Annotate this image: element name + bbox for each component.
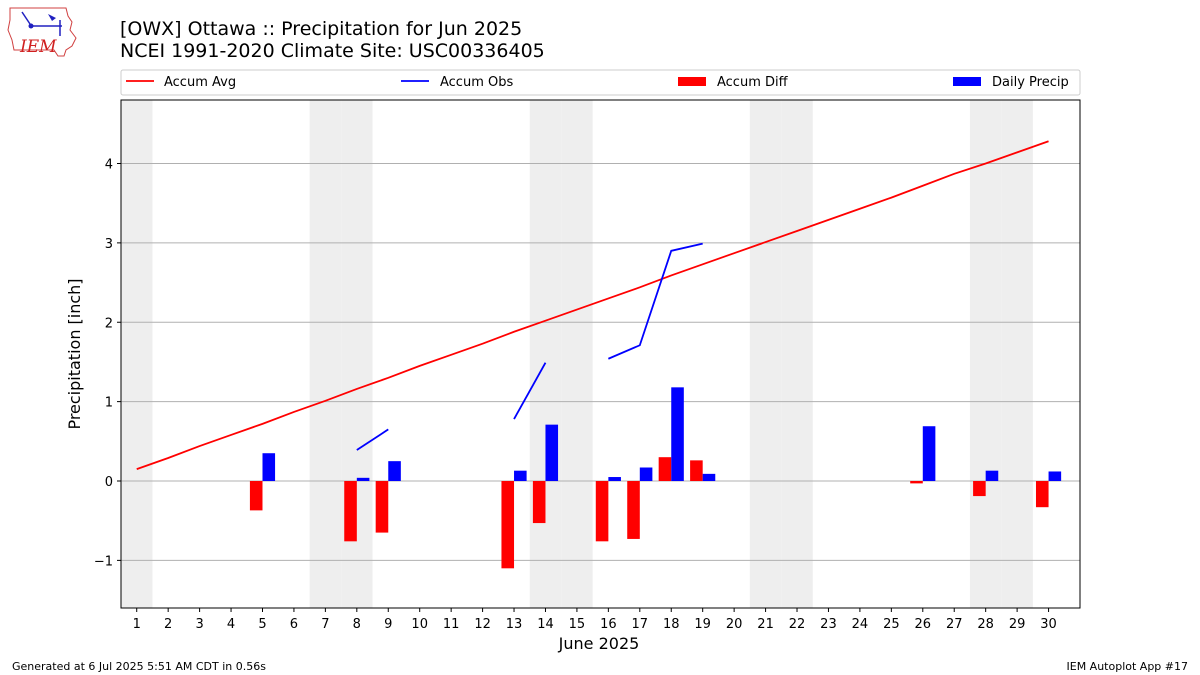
y-axis-label: Precipitation [inch] <box>65 278 84 429</box>
bar-daily-precip-day-19 <box>702 473 716 481</box>
y-tick-label-0: 0 <box>105 475 113 490</box>
bar-daily-precip-day-26 <box>922 426 936 481</box>
bar-accum-diff-day-14 <box>532 481 546 524</box>
bar-daily-precip-day-14 <box>545 424 559 481</box>
weekend-band-day-15 <box>561 100 593 608</box>
x-tick-label-28: 28 <box>977 617 994 632</box>
line-accum-avg <box>136 140 1049 470</box>
bar-daily-precip-day-8 <box>356 477 370 481</box>
x-tick-label-30: 30 <box>1040 617 1057 632</box>
weekend-band-day-21 <box>749 100 782 608</box>
bar-accum-diff-day-16 <box>595 481 609 542</box>
x-axis-label: June 2025 <box>558 634 640 653</box>
weekend-band-day-14 <box>529 100 562 608</box>
weekend-shading <box>121 100 1033 608</box>
lines <box>136 140 1049 470</box>
footer-app: IEM Autoplot App #17 <box>1067 660 1189 673</box>
x-tick-label-3: 3 <box>195 617 203 632</box>
bar-accum-diff-day-13 <box>501 481 515 569</box>
bars <box>249 387 1062 569</box>
line-accum-obs-segment-1 <box>356 428 389 451</box>
weekend-band-day-28 <box>969 100 1002 608</box>
x-tick-label-19: 19 <box>694 617 711 632</box>
x-tick-label-5: 5 <box>258 617 266 632</box>
bar-daily-precip-day-30 <box>1048 471 1062 481</box>
y-tick-label-3: 3 <box>105 237 113 252</box>
weekend-band-day-1 <box>121 100 153 608</box>
weekend-band-day-22 <box>781 100 813 608</box>
legend-label-accum-diff: Accum Diff <box>717 75 789 90</box>
iem-logo: IEM <box>7 7 77 57</box>
y-tick-label-1: 1 <box>105 396 113 411</box>
x-tick-label-27: 27 <box>946 617 963 632</box>
bar-accum-diff-day-19 <box>690 460 703 481</box>
x-tick-label-26: 26 <box>915 617 932 632</box>
x-tick-label-24: 24 <box>852 617 869 632</box>
y-tick-label-2: 2 <box>105 316 113 331</box>
logo-text: IEM <box>19 37 57 57</box>
x-tick-label-10: 10 <box>411 617 428 632</box>
x-tick-label-4: 4 <box>227 617 235 632</box>
x-tick-label-1: 1 <box>133 617 141 632</box>
line-accum-obs-segment-3 <box>608 242 703 360</box>
bar-accum-diff-day-18 <box>658 457 672 481</box>
legend-swatch-daily-precip <box>953 77 981 86</box>
chart-subtitle: NCEI 1991-2020 Climate Site: USC00336405 <box>120 40 545 62</box>
x-tick-label-15: 15 <box>569 617 586 632</box>
x-tick-label-9: 9 <box>384 617 392 632</box>
x-tick-label-21: 21 <box>757 617 774 632</box>
x-tick-label-17: 17 <box>632 617 649 632</box>
x-tick-label-25: 25 <box>883 617 900 632</box>
bar-accum-diff-day-17 <box>627 481 640 539</box>
x-tick-label-16: 16 <box>600 617 617 632</box>
legend: Accum Avg Accum Obs Accum Diff Daily Pre… <box>120 69 1081 96</box>
x-tick-label-18: 18 <box>663 617 680 632</box>
bar-accum-diff-day-30 <box>1035 481 1049 508</box>
bar-daily-precip-day-18 <box>671 387 684 481</box>
x-tick-label-23: 23 <box>820 617 837 632</box>
footer-generated: Generated at 6 Jul 2025 5:51 AM CDT in 0… <box>12 660 266 673</box>
x-tick-label-6: 6 <box>290 617 298 632</box>
y-tick-label-4: 4 <box>105 158 113 173</box>
y-tick-label--1: −1 <box>94 554 113 569</box>
bar-daily-precip-day-9 <box>388 461 401 481</box>
x-tick-label-14: 14 <box>537 617 554 632</box>
bar-accum-diff-day-5 <box>249 481 263 511</box>
bar-daily-precip-day-17 <box>639 467 653 481</box>
weekend-band-day-7 <box>309 100 342 608</box>
bar-daily-precip-day-28 <box>985 470 999 481</box>
chart-title: [OWX] Ottawa :: Precipitation for Jun 20… <box>120 18 522 40</box>
bar-accum-diff-day-8 <box>344 481 357 542</box>
axis-ticks: 1 2 3 4 5 6 7 8 9 10 11 12 13 14 15 16 17 18 19 20 21 22 23 24 2… <box>94 158 1057 633</box>
bar-accum-diff-day-9 <box>375 481 389 533</box>
bar-daily-precip-day-5 <box>262 453 276 481</box>
x-tick-label-11: 11 <box>443 617 460 632</box>
weekend-band-day-29 <box>1001 100 1033 608</box>
bar-daily-precip-day-16 <box>608 477 621 481</box>
x-tick-label-2: 2 <box>164 617 172 632</box>
legend-label-accum-avg: Accum Avg <box>164 75 236 90</box>
bar-accum-diff-day-26 <box>910 481 923 484</box>
bar-daily-precip-day-13 <box>514 470 527 481</box>
x-tick-label-20: 20 <box>726 617 743 632</box>
bar-accum-diff-day-28 <box>973 481 986 497</box>
x-tick-label-12: 12 <box>474 617 491 632</box>
x-tick-label-13: 13 <box>506 617 523 632</box>
legend-label-daily-precip: Daily Precip <box>992 75 1069 90</box>
x-tick-label-22: 22 <box>789 617 806 632</box>
line-accum-obs-segment-2 <box>513 362 547 420</box>
legend-label-accum-obs: Accum Obs <box>440 75 513 90</box>
x-tick-label-29: 29 <box>1009 617 1026 632</box>
legend-swatch-accum-diff <box>678 77 706 86</box>
x-tick-label-8: 8 <box>353 617 361 632</box>
x-tick-label-7: 7 <box>321 617 329 632</box>
plot-frame <box>120 99 1081 609</box>
